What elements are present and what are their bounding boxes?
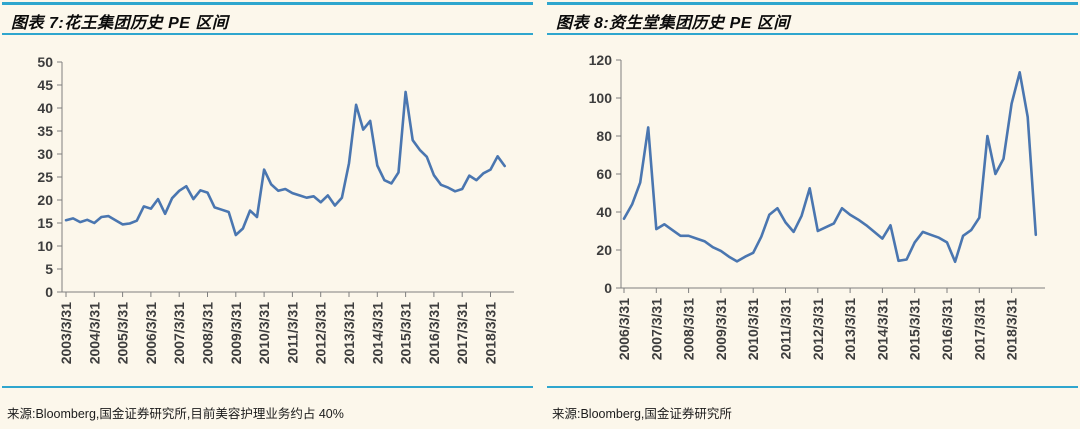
x-tick-label: 2010/3/31 <box>745 298 761 360</box>
x-tick-label: 2006/3/31 <box>616 298 632 360</box>
x-tick-label: 2005/3/31 <box>115 302 131 364</box>
x-tick-label: 2017/3/31 <box>971 298 987 360</box>
y-tick-label: 5 <box>45 261 53 277</box>
x-tick-label: 2011/3/31 <box>284 302 300 364</box>
x-tick-label: 2012/3/31 <box>313 302 329 364</box>
y-tick-label: 100 <box>589 90 613 106</box>
y-tick-label: 45 <box>37 77 53 93</box>
y-tick-label: 20 <box>596 242 612 258</box>
x-tick-label: 2015/3/31 <box>907 298 923 360</box>
x-tick-label: 2003/3/31 <box>58 302 74 364</box>
source-note-kao: 来源:Bloomberg,国金证券研究所,目前美容护理业务约占 40% <box>7 407 344 421</box>
x-tick-label: 2017/3/31 <box>454 302 470 364</box>
pe-line-chart-shiseido: 0 20 40 60 80 100 120 2006/3/31 2007/3/31 2008/3/… <box>589 52 1045 360</box>
pe-line-chart-kao: 0 5 10 15 20 25 30 35 40 45 50 2003/3/31 2004/3/31 20… <box>37 54 514 364</box>
chart-title-kao: 图表 7:花王集团历史 PE 区间 <box>11 15 229 32</box>
x-tick-label: 2012/3/31 <box>810 298 826 360</box>
chart-title-shiseido: 图表 8:资生堂集团历史 PE 区间 <box>556 15 790 32</box>
divider-under-title <box>2 33 533 35</box>
y-tick-label: 50 <box>37 54 53 70</box>
x-tick-label: 2018/3/31 <box>483 302 499 364</box>
x-tick-label: 2013/3/31 <box>341 302 357 364</box>
pe-series-line <box>64 90 507 237</box>
y-tick-label: 30 <box>37 146 53 162</box>
y-tick-label: 60 <box>596 166 612 182</box>
y-tick-label: 10 <box>37 238 53 254</box>
y-tick-label: 120 <box>589 52 613 68</box>
x-tick-label: 2009/3/31 <box>713 298 729 360</box>
x-tick-label: 2009/3/31 <box>228 302 244 364</box>
x-tick-label: 2016/3/31 <box>426 302 442 364</box>
shiseido-pe-chart-panel: 图表 8:资生堂集团历史 PE 区间 0 20 40 60 80 100 120 2006/3… <box>547 2 1078 427</box>
y-tick-label: 0 <box>45 284 53 300</box>
divider-under-title <box>547 33 1078 35</box>
x-tick-label: 2007/3/31 <box>648 298 664 360</box>
x-tick-label: 2010/3/31 <box>256 302 272 364</box>
x-tick-label: 2008/3/31 <box>200 302 216 364</box>
y-tick-label: 20 <box>37 192 53 208</box>
kao-pe-chart-panel: 图表 7:花王集团历史 PE 区间 0 5 10 15 20 25 30 35 40 45 50 20… <box>2 2 533 427</box>
x-tick-label: 2006/3/31 <box>143 302 159 364</box>
source-note-shiseido: 来源:Bloomberg,国金证券研究所 <box>552 407 732 421</box>
x-tick-label: 2011/3/31 <box>778 298 794 360</box>
divider-above-source <box>547 386 1078 388</box>
y-tick-label: 35 <box>37 123 53 139</box>
divider-above-source <box>2 386 533 388</box>
x-tick-label: 2013/3/31 <box>842 298 858 360</box>
pe-series-line <box>622 70 1038 264</box>
x-tick-label: 2015/3/31 <box>398 302 414 364</box>
x-tick-label: 2007/3/31 <box>171 302 187 364</box>
divider-top <box>547 2 1078 5</box>
x-tick-label: 2014/3/31 <box>874 298 890 360</box>
x-tick-label: 2016/3/31 <box>939 298 955 360</box>
y-tick-label: 25 <box>37 169 53 185</box>
x-tick-label: 2008/3/31 <box>681 298 697 360</box>
y-tick-label: 40 <box>37 100 53 116</box>
y-tick-label: 80 <box>596 128 612 144</box>
divider-top <box>2 2 533 5</box>
y-tick-label: 0 <box>604 280 612 296</box>
x-tick-label: 2014/3/31 <box>369 302 385 364</box>
y-tick-label: 15 <box>37 215 53 231</box>
x-tick-label: 2018/3/31 <box>1004 298 1020 360</box>
y-tick-label: 40 <box>596 204 612 220</box>
x-tick-label: 2004/3/31 <box>86 302 102 364</box>
